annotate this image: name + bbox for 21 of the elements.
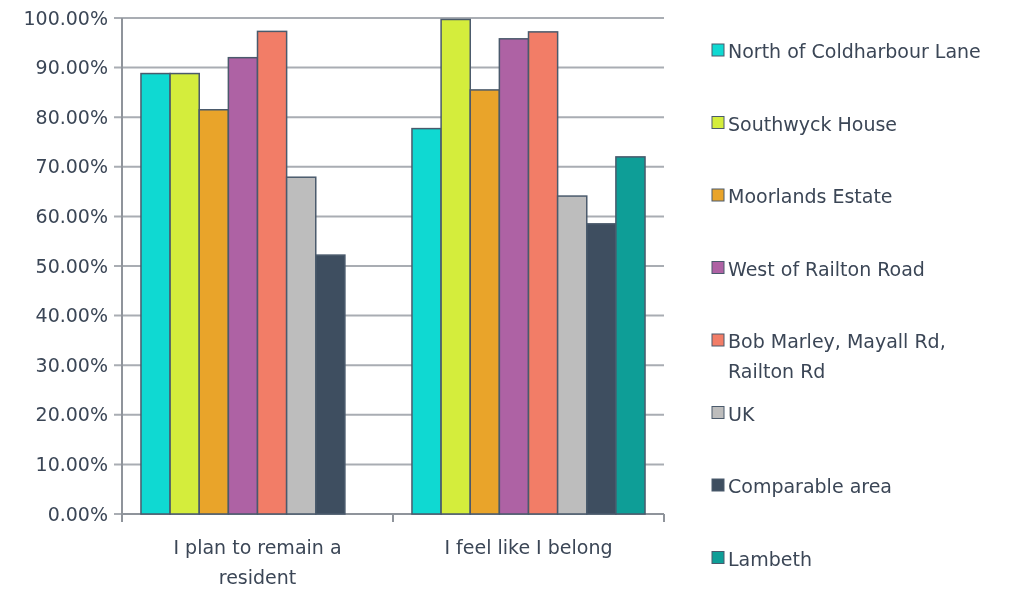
y-tick-label: 30.00% <box>35 353 108 376</box>
y-tick-label: 60.00% <box>35 205 108 228</box>
y-tick-label: 40.00% <box>35 304 108 327</box>
x-tick-label: I feel like I belong <box>444 536 613 558</box>
y-tick-label: 80.00% <box>35 105 108 128</box>
legend-label: Comparable area <box>728 475 892 497</box>
legend-label: Moorlands Estate <box>728 185 893 207</box>
legend-label: North of Coldharbour Lane <box>728 40 981 62</box>
legend-label: West of Railton Road <box>728 257 925 280</box>
legend-label: Southwyck House <box>728 112 898 135</box>
y-tick-label: 20.00% <box>35 403 108 426</box>
legend-label: UK <box>728 402 755 425</box>
legend-label: Lambeth <box>728 547 812 570</box>
x-tick-label: I plan to remain a resident <box>173 536 342 588</box>
y-tick-label: 50.00% <box>35 254 108 277</box>
y-tick-label: 0.00% <box>47 502 108 525</box>
y-tick-label: 10.00% <box>35 453 108 476</box>
legend-label: Bob Marley, Mayall Rd, Railton Rd <box>728 330 946 382</box>
y-tick-label: 100.00% <box>23 6 108 29</box>
y-tick-label: 90.00% <box>35 56 108 79</box>
y-tick-label: 70.00% <box>35 155 108 178</box>
